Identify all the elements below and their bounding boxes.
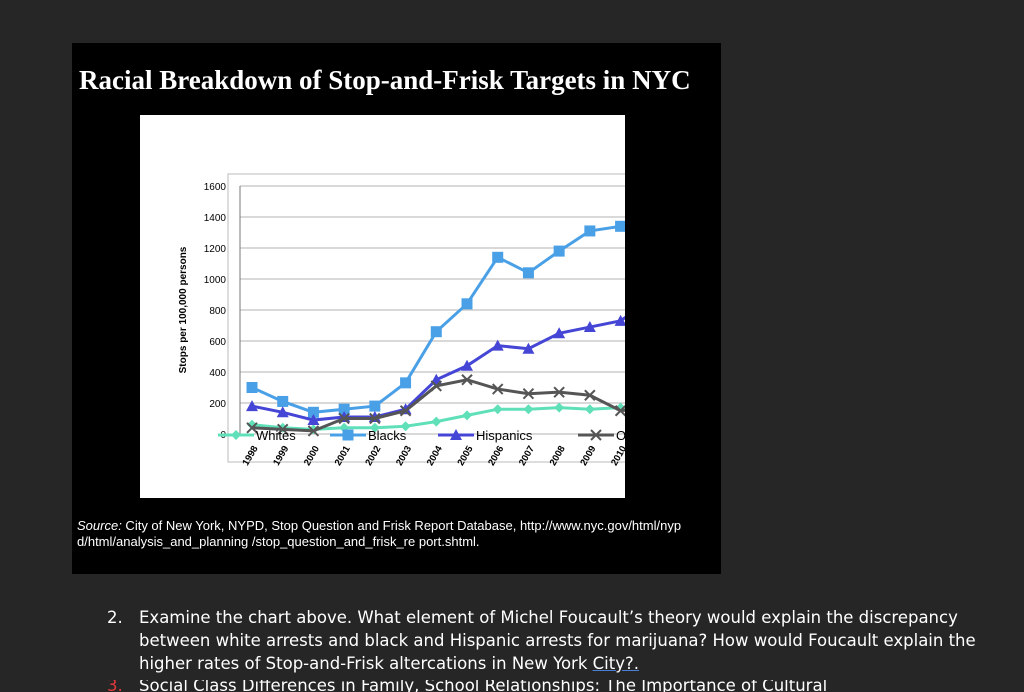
next-question-text: Social Class Differences in Family, Scho… — [139, 680, 828, 692]
data-point-others — [399, 405, 412, 417]
data-point-others — [461, 374, 473, 386]
data-point-others — [307, 425, 320, 437]
data-point-hispanics — [522, 342, 535, 354]
data-point-hispanics — [307, 414, 320, 426]
data-point-others — [584, 389, 596, 401]
data-point-hispanics — [583, 321, 596, 333]
data-point-blacks — [246, 382, 258, 393]
data-point-blacks — [461, 298, 473, 310]
question-body: Examine the chart above. What element of… — [139, 608, 976, 673]
x-tick-label: 2009 — [578, 444, 598, 468]
y-tick-label: 400 — [209, 368, 226, 379]
data-point-hispanics — [553, 327, 566, 339]
data-point-others — [277, 423, 289, 436]
data-point-whites — [584, 404, 595, 415]
plot-frame — [227, 173, 625, 463]
data-point-blacks — [615, 220, 625, 232]
data-point-blacks — [522, 267, 534, 279]
data-point-others — [492, 383, 504, 395]
data-point-blacks — [492, 251, 504, 263]
question-city-link[interactable]: City?. — [592, 654, 639, 673]
data-point-blacks — [553, 245, 565, 257]
data-point-whites — [523, 404, 534, 415]
x-tick-label: 2008 — [548, 444, 568, 468]
legend-label-others: Others — [616, 428, 625, 443]
x-tick-label: 2003 — [394, 444, 414, 468]
x-tick-label: 2004 — [425, 443, 445, 467]
source-citation: Source: City of New York, NYPD, Stop Que… — [77, 518, 697, 550]
question-number: 2. — [107, 608, 123, 627]
slide-title: Racial Breakdown of Stop-and-Frisk Targe… — [79, 65, 691, 95]
x-tick-label: 2005 — [456, 443, 476, 467]
y-tick-label: 200 — [209, 399, 226, 410]
next-question-number: 3. — [107, 680, 123, 692]
legend-marker-blacks — [342, 429, 354, 441]
data-point-others — [246, 422, 258, 434]
legend-marker-hispanics — [450, 429, 462, 440]
y-tick-label: 1200 — [204, 244, 227, 255]
data-point-others — [430, 380, 442, 392]
y-tick-label: 600 — [209, 337, 226, 348]
data-point-others — [522, 387, 535, 400]
line-chart: Stops per 100,000 persons020040060080010… — [178, 173, 625, 468]
x-tick-label: 2000 — [302, 444, 322, 468]
data-point-whites — [554, 402, 565, 413]
x-tick-label: 2007 — [517, 444, 537, 468]
data-point-whites — [400, 421, 411, 432]
legend-label-whites: Whites — [256, 428, 296, 443]
data-point-blacks — [338, 403, 350, 415]
x-tick-label: 2006 — [486, 444, 506, 468]
data-point-hispanics — [246, 400, 258, 412]
data-point-whites — [431, 416, 442, 427]
data-point-blacks — [584, 225, 596, 237]
data-point-blacks — [369, 400, 381, 412]
data-point-blacks — [430, 326, 442, 338]
chart-panel: Stops per 100,000 persons020040060080010… — [140, 115, 625, 498]
y-tick-label: 800 — [209, 306, 226, 317]
data-point-others — [338, 412, 350, 425]
question-text: Examine the chart above. What element of… — [139, 606, 977, 675]
x-tick-label: 1999 — [271, 444, 291, 468]
data-point-whites — [369, 422, 380, 433]
next-question-partial: 3. Social Class Differences in Family, S… — [107, 680, 977, 692]
slide-image: Racial Breakdown of Stop-and-Frisk Targe… — [72, 43, 721, 574]
y-tick-label: 1000 — [204, 275, 227, 286]
legend-label-blacks: Blacks — [368, 428, 407, 443]
data-point-hispanics — [491, 339, 504, 351]
data-point-others — [553, 386, 565, 398]
data-point-hispanics — [614, 314, 625, 326]
source-text: City of New York, NYPD, Stop Question an… — [77, 518, 682, 549]
x-tick-label: 2001 — [333, 443, 353, 467]
data-point-others — [369, 412, 381, 425]
data-point-whites — [462, 410, 472, 421]
y-tick-label: 1600 — [204, 182, 227, 193]
legend-marker-others — [590, 429, 602, 441]
legend-label-hispanics: Hispanics — [476, 428, 533, 443]
data-point-hispanics — [461, 359, 473, 371]
data-point-blacks — [400, 377, 412, 389]
series-line-hispanics — [251, 315, 625, 422]
source-label: Source: — [77, 518, 122, 533]
data-point-blacks — [277, 395, 289, 407]
data-point-blacks — [307, 406, 319, 418]
x-tick-label: 2010 — [609, 444, 625, 468]
data-point-others — [614, 405, 625, 417]
legend-marker-whites — [231, 430, 241, 440]
y-tick-label: 1400 — [204, 213, 227, 224]
data-point-hispanics — [276, 406, 289, 418]
x-tick-label: 1998 — [241, 444, 261, 468]
data-point-whites — [492, 404, 503, 415]
y-axis-label: Stops per 100,000 persons — [178, 246, 189, 373]
x-tick-label: 2002 — [363, 444, 383, 468]
